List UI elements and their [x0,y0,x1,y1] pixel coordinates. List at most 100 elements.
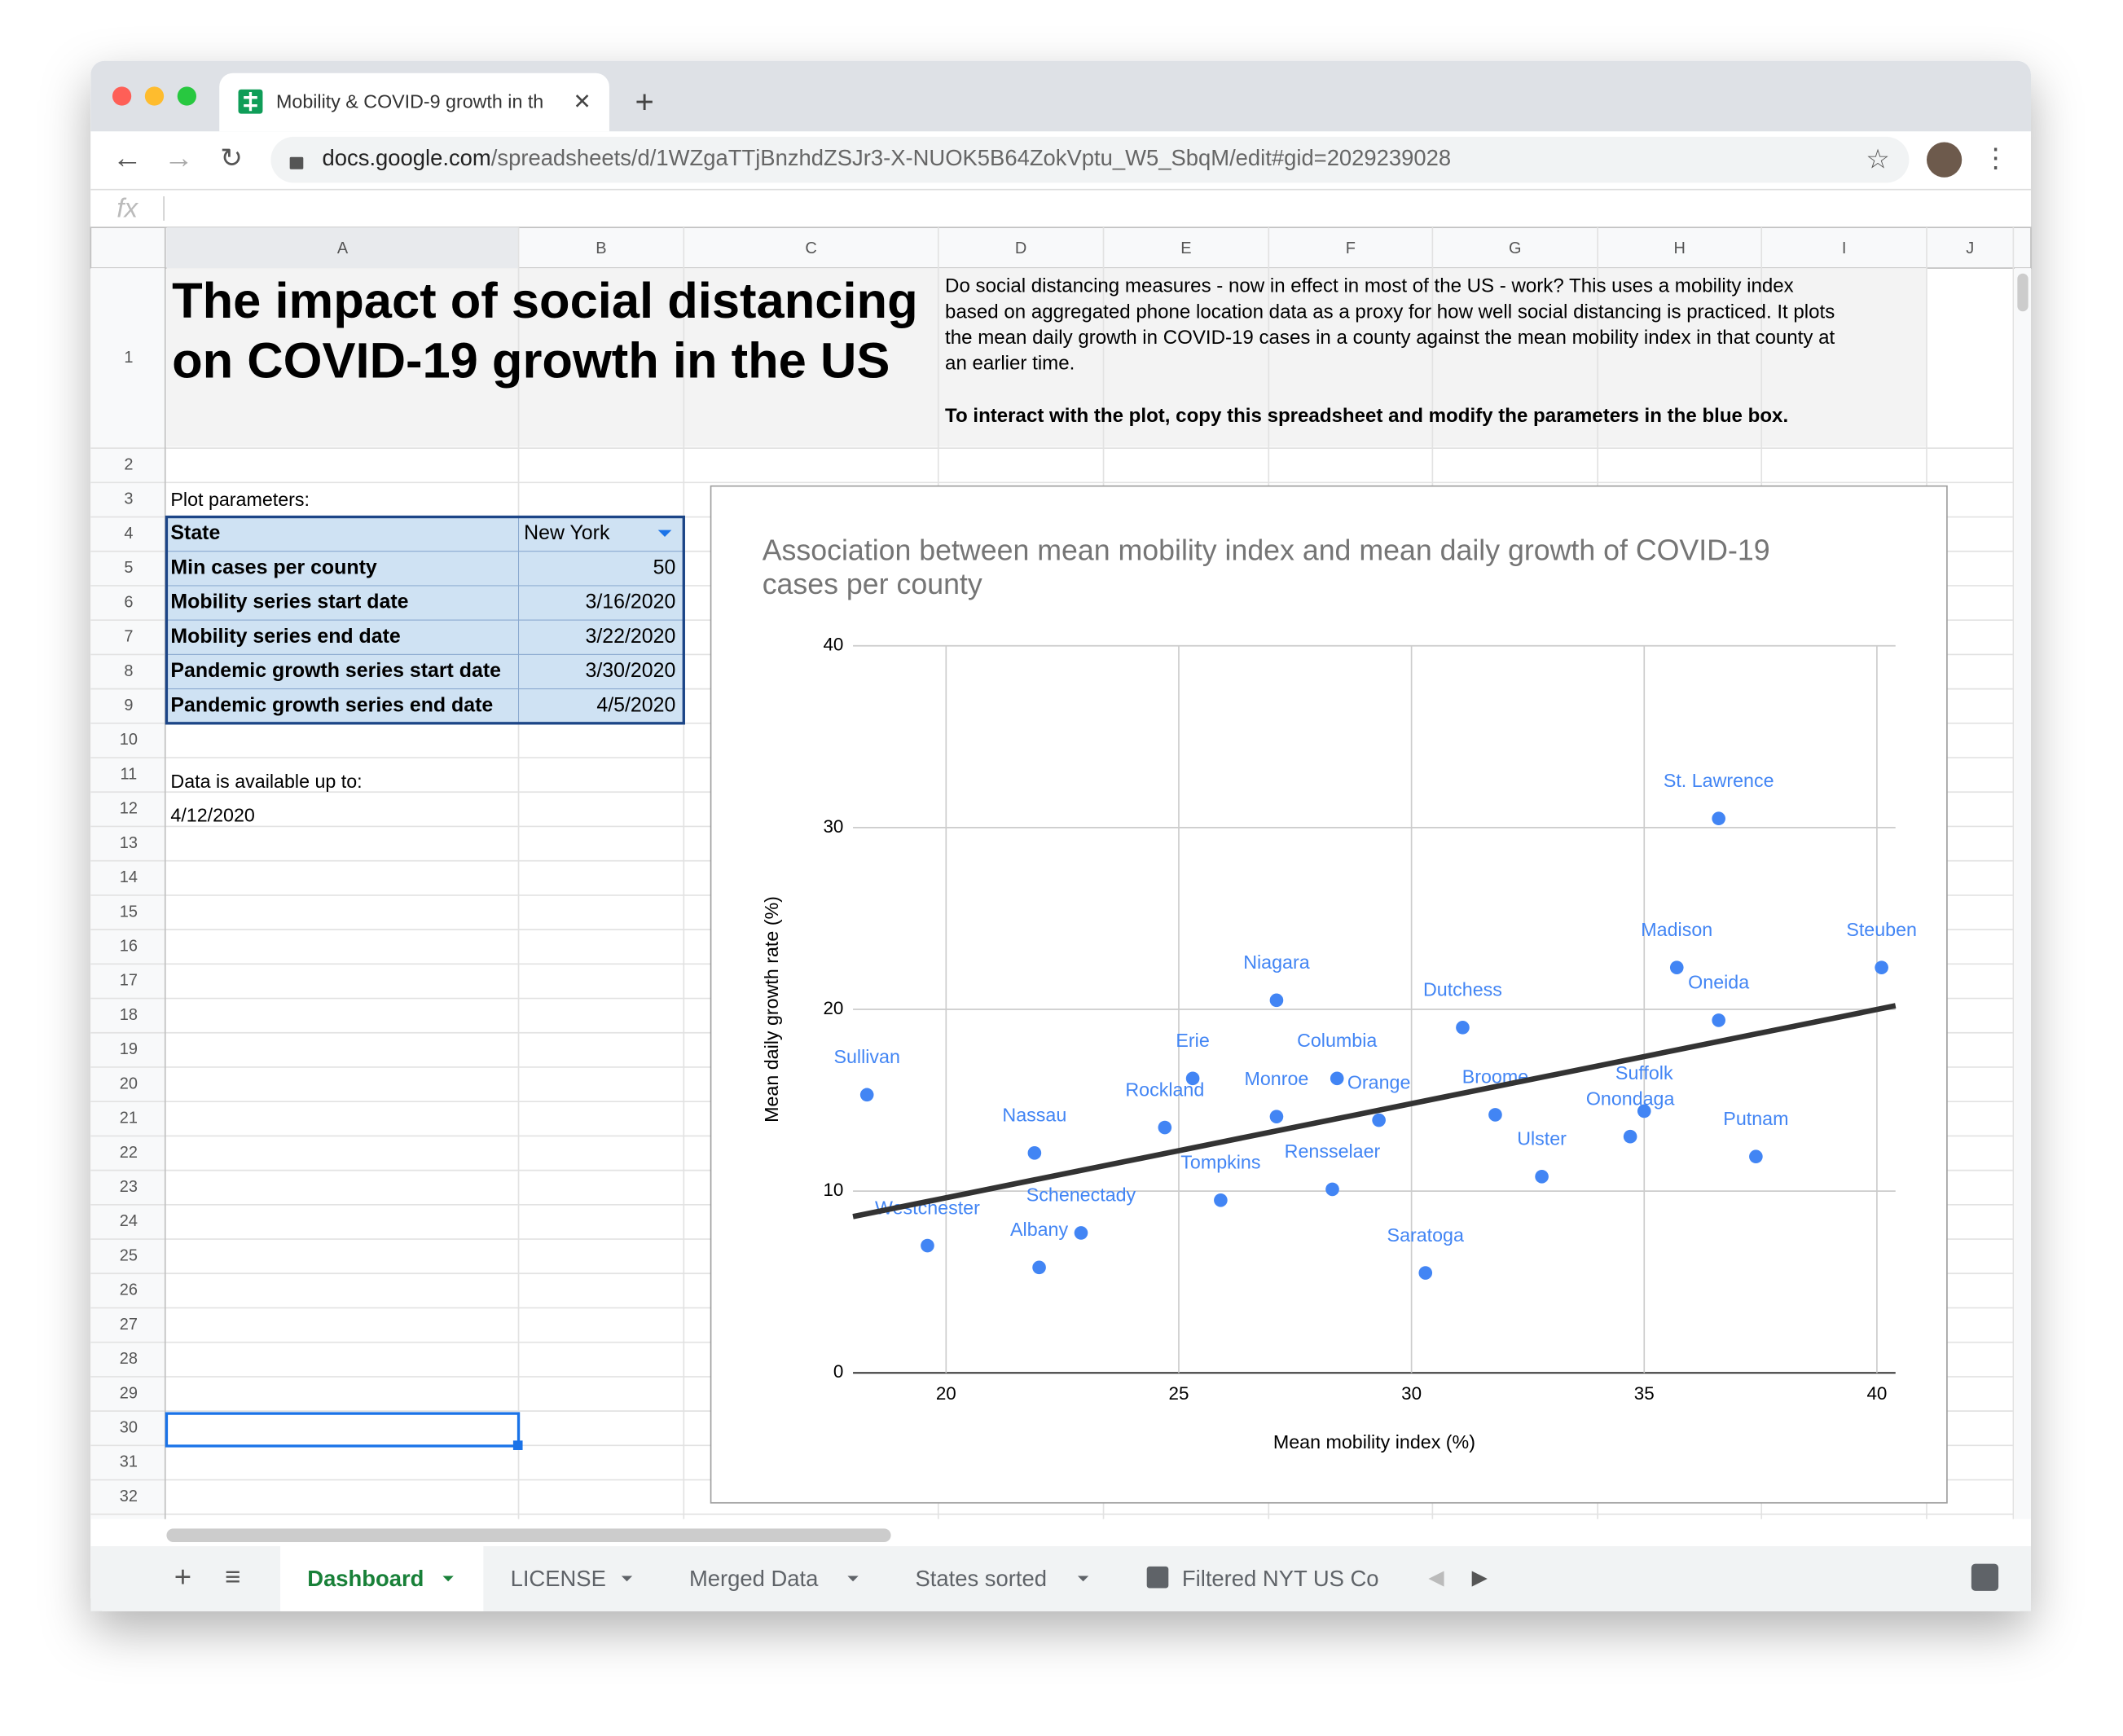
param-name: Mobility series start date [170,591,408,613]
row-header-bar [90,268,165,1519]
column-header: E [1180,240,1191,257]
param-name: Mobility series end date [170,625,400,648]
point-label: Madison [1641,919,1712,940]
row-header: 20 [120,1075,138,1092]
row-header: 25 [120,1246,138,1264]
horizontal-scrollbar[interactable] [166,1528,891,1542]
point [1669,960,1684,974]
explore-button[interactable] [1971,1563,1999,1591]
dropdown-arrow[interactable] [657,530,672,537]
tab-menu-arrow [1077,1576,1089,1582]
row-header: 23 [120,1178,138,1196]
column-header: J [1966,240,1974,257]
row-header: 5 [124,559,133,577]
point-label: Rensselaer [1285,1140,1381,1162]
point-label: Columbia [1297,1030,1377,1051]
point [1372,1113,1386,1127]
scroll-left[interactable]: ◀ [1428,1566,1444,1589]
add-sheet[interactable]: + [174,1560,191,1593]
point [1325,1182,1339,1197]
point-label: Oneida [1688,972,1749,993]
selected-cell[interactable] [165,1412,521,1448]
instruction: To interact with the plot, copy this spr… [945,405,1788,427]
tab-title: Mobility & COVID-9 growth in th [276,90,543,112]
menu-button[interactable]: ⋮ [1982,143,2009,174]
x-tick-label: 20 [936,1383,956,1404]
sheet-tab[interactable]: Dashboard [307,1566,424,1591]
chart-title: cases per county [763,568,982,600]
point-label: Onondaga [1586,1088,1675,1109]
chart-frame[interactable] [710,485,1948,1504]
point [1749,1149,1763,1164]
param-value: 50 [653,556,676,578]
description: Do social distancing measures - now in e… [945,275,1794,297]
sheet-tab[interactable]: LICENSE [511,1566,606,1591]
row-header: 2 [124,455,133,473]
column-header: C [805,240,816,257]
column-header: I [1842,240,1847,257]
tab-menu-arrow [442,1576,454,1582]
address-bar[interactable] [270,136,1910,183]
all-sheets[interactable]: ≡ [225,1562,240,1593]
close-button[interactable] [112,86,132,106]
point [1330,1071,1344,1086]
point [859,1088,874,1102]
row-header: 14 [120,868,138,886]
row-header: 12 [120,800,138,818]
browser-tab[interactable] [219,73,609,132]
point [1269,1110,1284,1123]
sheet-tab[interactable]: Merged Data [689,1566,819,1591]
description: based on aggregated phone location data … [945,301,1835,323]
sheets-icon-grid [244,92,257,112]
param-cell [165,585,520,621]
point [1185,1071,1200,1086]
scroll-thumb[interactable] [2017,273,2028,312]
sheet-tab[interactable]: Filtered NYT US Co [1182,1566,1379,1591]
zoom-button[interactable] [177,86,196,106]
point [1875,960,1888,974]
tab-close[interactable]: ✕ [574,89,591,113]
url: docs.google.com/spreadsheets/d/1WZgaTTjB… [323,145,1452,170]
point-label: Albany [1010,1219,1068,1240]
column-header: G [1509,240,1522,257]
row-header: 31 [120,1453,138,1471]
point-label: Erie [1176,1030,1209,1051]
point [1712,1013,1725,1027]
bookmark-star[interactable]: ☆ [1866,145,1890,175]
column-header: D [1015,240,1026,257]
url-path: /spreadsheets/d/1WZgaTTjBnzhdZSJr3-X-NUO… [491,145,1451,170]
sheet-tab[interactable]: States sorted [916,1566,1047,1591]
new-tab[interactable]: + [635,85,653,121]
param-value: 3/22/2020 [586,625,676,648]
y-tick-label: 20 [823,998,843,1018]
row-header: 24 [120,1212,138,1230]
point [1269,993,1284,1008]
row-header: 19 [120,1040,138,1058]
column-header: H [1673,240,1685,257]
point-label: Niagara [1243,952,1309,973]
reload-button[interactable]: ↻ [220,143,243,174]
param-cell [518,516,684,552]
param-name: Pandemic growth series end date [170,693,493,716]
point-label: Dutchess [1423,979,1502,1000]
vertical-scrollbar[interactable] [2015,268,2031,1519]
point-label: Steuben [1846,919,1917,940]
minimize-button[interactable] [144,86,165,106]
param-value: 4/5/2020 [596,693,675,716]
description: an earlier time. [945,352,1075,374]
profile-avatar[interactable] [1927,142,1963,178]
forward-button[interactable]: → [164,141,194,174]
y-axis-title: Mean daily growth rate (%) [761,896,782,1123]
point [1488,1108,1502,1122]
tab-menu-arrow [621,1576,633,1582]
row-header: 30 [120,1418,138,1436]
column-header: F [1346,240,1356,257]
back-button[interactable]: ← [112,141,143,174]
row-header: 17 [120,972,138,990]
point [1032,1260,1046,1275]
row-header: 21 [120,1110,138,1127]
point-label: St. Lawrence [1664,770,1774,791]
scroll-right[interactable]: ▶ [1472,1566,1488,1589]
chart-title: Association between mean mobility index … [763,534,1770,567]
fill-handle[interactable] [512,1440,523,1450]
